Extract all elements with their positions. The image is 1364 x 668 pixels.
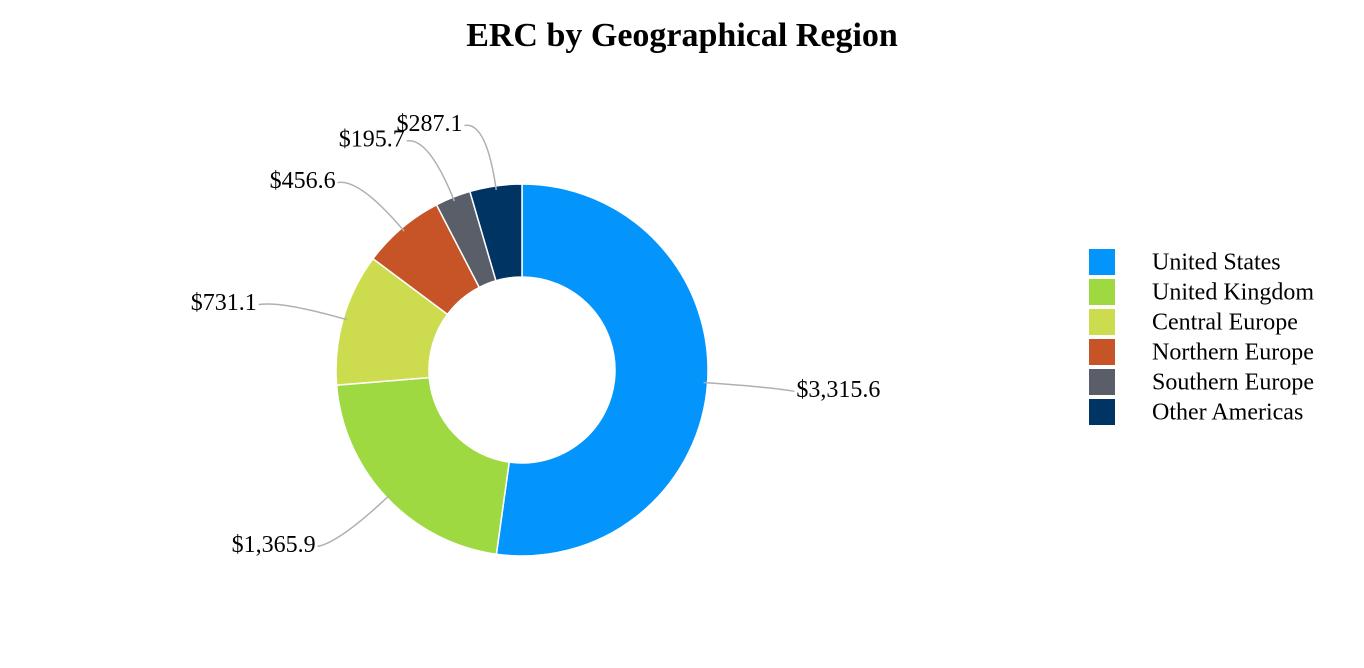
data-label: $731.1	[191, 290, 257, 316]
leader-line	[258, 303, 348, 321]
leader-line	[337, 181, 405, 232]
legend-swatch	[1089, 249, 1115, 275]
leader-line	[703, 381, 795, 393]
data-label: $287.1	[396, 111, 462, 137]
legend-label: United States	[1152, 250, 1281, 276]
leader-line	[406, 140, 456, 202]
leader-line	[317, 494, 391, 548]
data-label: $1,365.9	[232, 532, 316, 558]
legend-swatch	[1089, 399, 1115, 425]
legend-label: Central Europe	[1152, 310, 1298, 336]
donut-segment	[468, 183, 523, 282]
donut-segment	[335, 376, 511, 556]
legend-swatch	[1089, 339, 1115, 365]
legend-swatch	[1089, 309, 1115, 335]
legend-label: Northern Europe	[1152, 340, 1314, 366]
legend-label: United Kingdom	[1152, 280, 1314, 306]
data-label: $195.7	[339, 126, 405, 152]
donut-segment	[495, 183, 709, 557]
legend-label: Southern Europe	[1152, 370, 1314, 396]
legend-swatch	[1089, 369, 1115, 395]
legend-label: Other Americas	[1152, 400, 1303, 426]
data-label: $3,315.6	[796, 377, 880, 403]
leader-line	[464, 124, 497, 190]
legend-swatch	[1089, 279, 1115, 305]
data-label: $456.6	[270, 168, 336, 194]
chart-title: ERC by Geographical Region	[466, 17, 898, 54]
